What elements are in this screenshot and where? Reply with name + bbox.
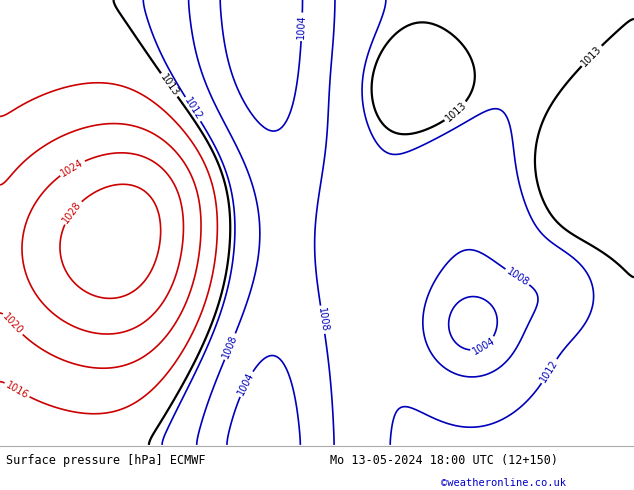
Text: 1008: 1008 — [221, 333, 239, 360]
Text: 1013: 1013 — [579, 44, 604, 68]
Text: 1013: 1013 — [443, 100, 469, 123]
Text: 1008: 1008 — [505, 266, 531, 288]
Text: 1020: 1020 — [1, 312, 25, 337]
Text: 1004: 1004 — [296, 14, 307, 39]
Text: 1024: 1024 — [59, 157, 85, 178]
Text: Surface pressure [hPa] ECMWF: Surface pressure [hPa] ECMWF — [6, 454, 206, 467]
Text: ©weatheronline.co.uk: ©weatheronline.co.uk — [441, 478, 566, 488]
Text: Mo 13-05-2024 18:00 UTC (12+150): Mo 13-05-2024 18:00 UTC (12+150) — [330, 454, 558, 467]
Text: 1004: 1004 — [236, 371, 256, 397]
Text: 1016: 1016 — [4, 380, 30, 400]
Text: 1013: 1013 — [158, 72, 181, 98]
Text: 1004: 1004 — [471, 336, 497, 357]
Text: 1028: 1028 — [61, 199, 84, 225]
Text: 1012: 1012 — [182, 96, 204, 122]
Text: 1012: 1012 — [538, 358, 560, 384]
Text: 1008: 1008 — [316, 307, 330, 333]
